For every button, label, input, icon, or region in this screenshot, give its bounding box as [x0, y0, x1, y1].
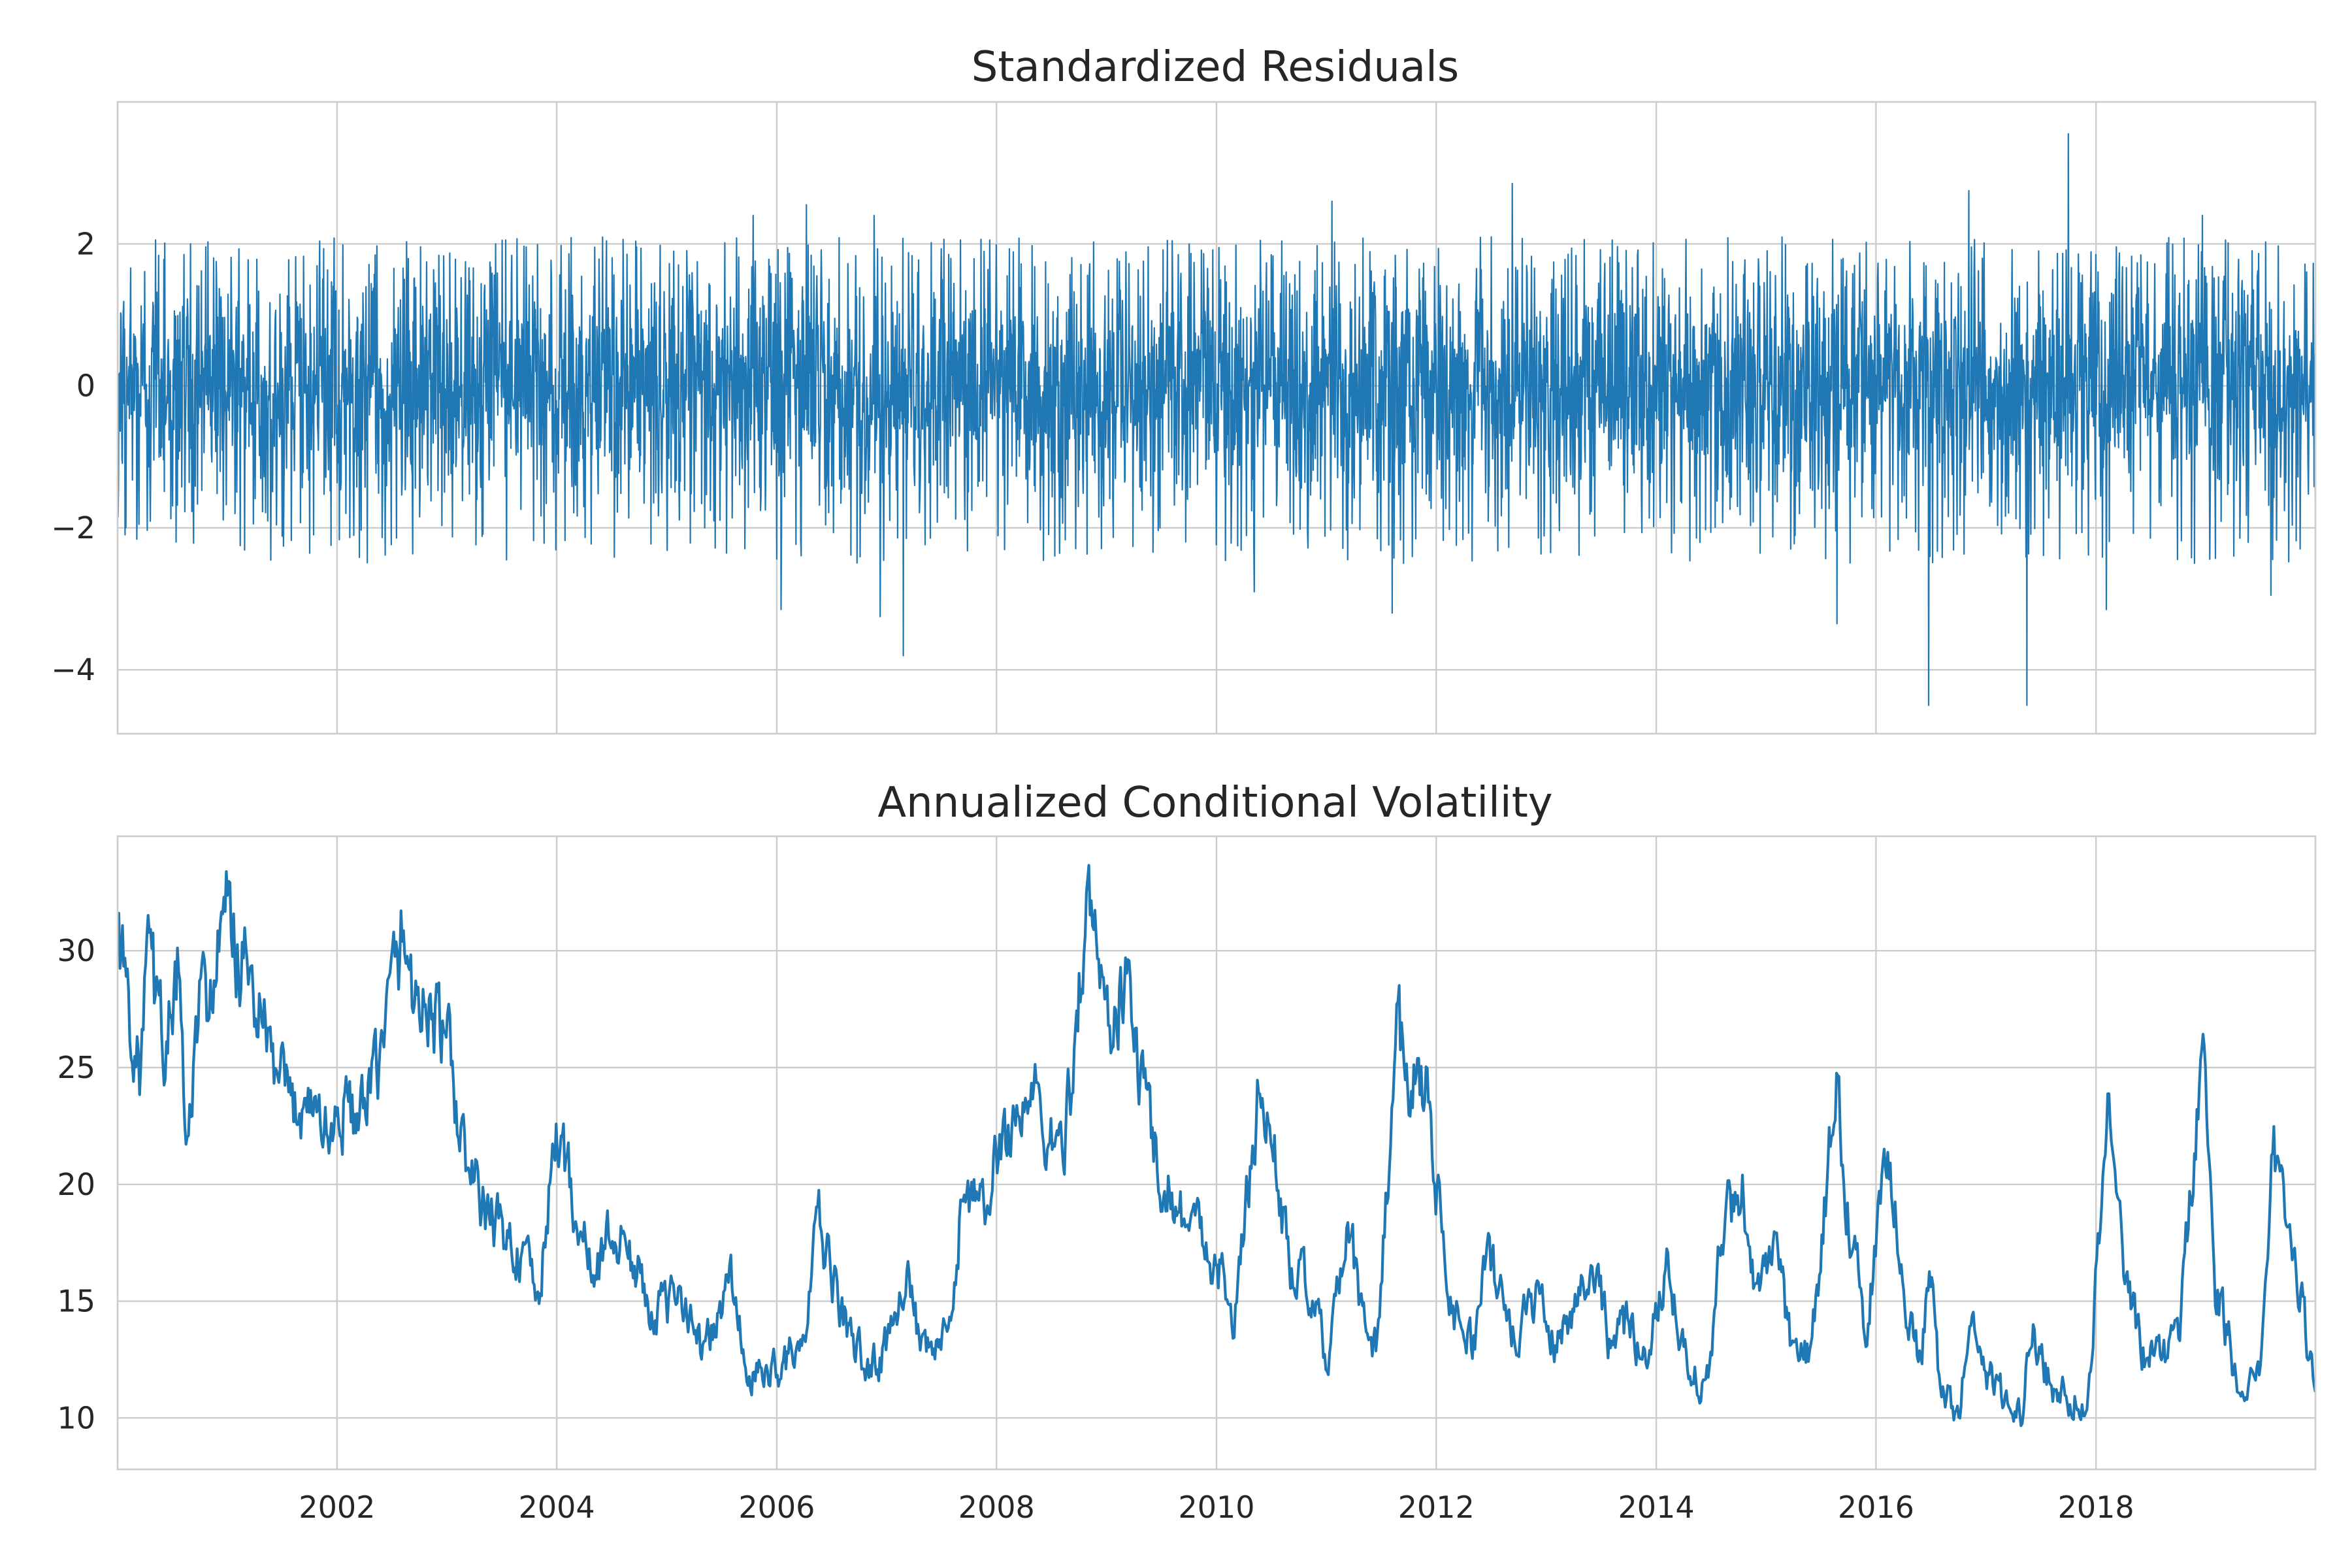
y-tick-label: 30 [57, 933, 95, 968]
volatility-series-line [118, 864, 2315, 1428]
y-tick-label: 0 [76, 368, 95, 404]
y-tick-label: 20 [57, 1167, 95, 1202]
x-tick-label: 2008 [958, 1490, 1035, 1525]
volatility-frame [116, 835, 2317, 1471]
volatility-grid [118, 836, 2315, 1469]
x-tick-label: 2006 [738, 1490, 815, 1525]
x-tick-label: 2016 [1838, 1490, 1914, 1525]
volatility-panel: Annualized Conditional Volatility 10 15 20… [57, 779, 2317, 1525]
residuals-series-line [118, 133, 2315, 706]
residuals-y-ticks: −4 −2 0 2 [51, 226, 95, 687]
y-tick-label: 10 [57, 1400, 95, 1435]
x-tick-label: 2018 [2058, 1490, 2134, 1525]
x-tick-label: 2012 [1398, 1490, 1475, 1525]
y-tick-label: −2 [51, 510, 95, 546]
volatility-title: Annualized Conditional Volatility [877, 779, 1552, 827]
volatility-y-ticks: 10 15 20 25 30 [57, 933, 95, 1435]
y-tick-label: 2 [76, 226, 95, 261]
y-tick-label: −4 [51, 652, 95, 687]
x-tick-label: 2010 [1178, 1490, 1254, 1525]
y-tick-label: 15 [57, 1284, 95, 1319]
x-tick-label: 2004 [519, 1490, 595, 1525]
x-tick-label: 2014 [1618, 1490, 1695, 1525]
residuals-frame [116, 101, 2317, 735]
x-tick-label: 2002 [299, 1490, 375, 1525]
residuals-panel: Standardized Residuals −4 −2 0 2 [51, 43, 2317, 735]
volatility-x-ticks: 2002 2004 2006 2008 2010 2012 2014 2016 2018 [299, 1490, 2134, 1525]
y-tick-label: 25 [57, 1050, 95, 1085]
residuals-title: Standardized Residuals [972, 43, 1460, 91]
